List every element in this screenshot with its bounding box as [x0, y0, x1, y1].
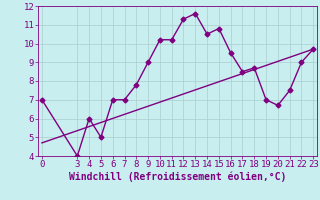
- X-axis label: Windchill (Refroidissement éolien,°C): Windchill (Refroidissement éolien,°C): [69, 172, 286, 182]
